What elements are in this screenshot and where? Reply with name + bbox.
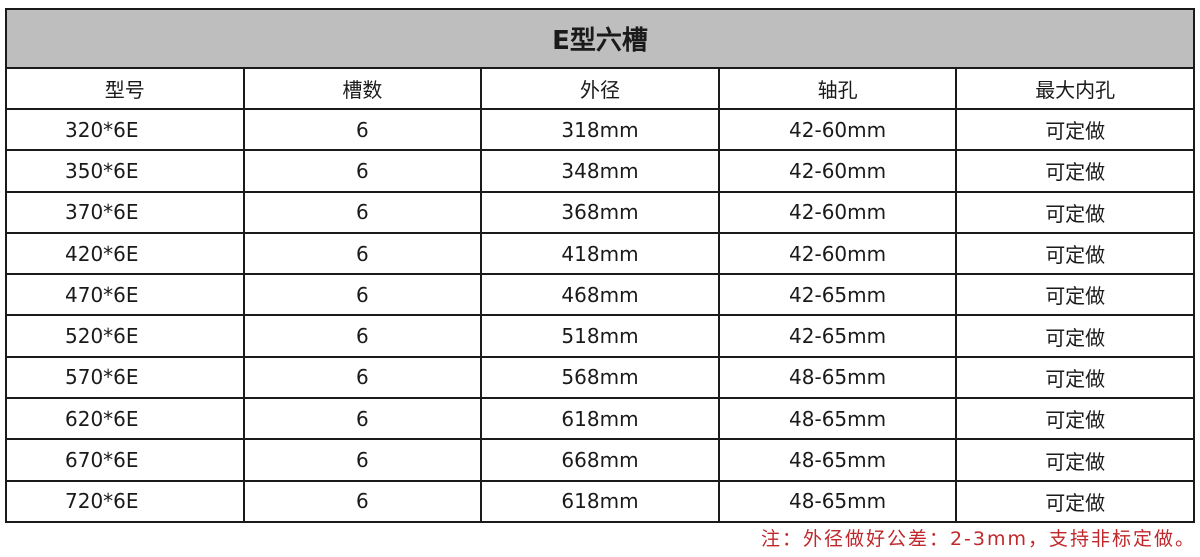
cell-model: 720*6E [5,479,245,523]
cell-outer-diameter: 518mm [480,314,720,358]
table-row: 370*6E 6 368mm 42-60mm 可定做 [5,190,1195,234]
header-model: 型号 [5,67,245,110]
cell-max-bore: 可定做 [955,231,1195,276]
cell-max-bore: 可定做 [955,355,1195,400]
cell-shaft-hole: 42-65mm [717,273,958,317]
table-row: 570*6E 6 568mm 48-65mm 可定做 [5,355,1195,400]
cell-model: 670*6E [5,438,245,482]
cell-groove-count: 6 [242,273,483,317]
cell-shaft-hole: 48-65mm [717,355,958,400]
table-row: 670*6E 6 668mm 48-65mm 可定做 [5,438,1195,482]
cell-groove-count: 6 [242,190,483,234]
cell-shaft-hole: 42-60mm [717,149,958,193]
cell-max-bore: 可定做 [955,479,1195,523]
cell-model: 470*6E [5,273,245,317]
cell-groove-count: 6 [242,149,483,193]
cell-max-bore: 可定做 [955,149,1195,193]
cell-max-bore: 可定做 [955,314,1195,358]
cell-groove-count: 6 [242,314,483,358]
cell-outer-diameter: 468mm [480,273,720,317]
tolerance-note: 注：外径做好公差：2-3mm，支持非标定做。 [760,528,1196,550]
cell-outer-diameter: 368mm [480,190,720,234]
table-row: 520*6E 6 518mm 42-65mm 可定做 [5,314,1195,358]
cell-shaft-hole: 42-60mm [717,107,958,152]
cell-groove-count: 6 [242,107,483,152]
cell-max-bore: 可定做 [955,107,1195,152]
cell-model: 370*6E [5,190,245,234]
table-row: 470*6E 6 468mm 42-65mm 可定做 [5,273,1195,317]
cell-max-bore: 可定做 [955,397,1195,441]
cell-shaft-hole: 42-60mm [717,190,958,234]
cell-outer-diameter: 618mm [480,397,720,441]
header-outer-diameter: 外径 [480,67,720,110]
cell-shaft-hole: 48-65mm [717,397,958,441]
cell-max-bore: 可定做 [955,190,1195,234]
cell-outer-diameter: 318mm [480,107,720,152]
cell-max-bore: 可定做 [955,438,1195,482]
cell-shaft-hole: 42-65mm [717,314,958,358]
cell-outer-diameter: 418mm [480,231,720,276]
cell-model: 520*6E [5,314,245,358]
cell-groove-count: 6 [242,231,483,276]
cell-model: 320*6E [5,107,245,152]
header-groove-count: 槽数 [242,67,483,110]
cell-outer-diameter: 568mm [480,355,720,400]
table-row: 320*6E 6 318mm 42-60mm 可定做 [5,107,1195,152]
table-row: 350*6E 6 348mm 42-60mm 可定做 [5,149,1195,193]
cell-model: 420*6E [5,231,245,276]
cell-groove-count: 6 [242,355,483,400]
table-row: 720*6E 6 618mm 48-65mm 可定做 [5,479,1195,523]
header-row: 型号 槽数 外径 轴孔 最大内孔 [5,67,1195,110]
cell-model: 350*6E [5,149,245,193]
table-title: E型六槽 [5,8,1195,69]
cell-outer-diameter: 668mm [480,438,720,482]
cell-max-bore: 可定做 [955,273,1195,317]
cell-shaft-hole: 48-65mm [717,479,958,523]
table-row: 620*6E 6 618mm 48-65mm 可定做 [5,397,1195,441]
cell-outer-diameter: 618mm [480,479,720,523]
title-row: E型六槽 [5,8,1195,69]
cell-outer-diameter: 348mm [480,149,720,193]
cell-groove-count: 6 [242,479,483,523]
cell-shaft-hole: 42-60mm [717,231,958,276]
cell-model: 570*6E [5,355,245,400]
cell-groove-count: 6 [242,397,483,441]
header-max-bore: 最大内孔 [955,67,1195,110]
spec-table: E型六槽 型号 槽数 外径 轴孔 最大内孔 320*6E 6 318mm 42-60m… [5,8,1195,523]
header-shaft-hole: 轴孔 [717,67,958,110]
table-row: 420*6E 6 418mm 42-60mm 可定做 [5,231,1195,276]
cell-groove-count: 6 [242,438,483,482]
cell-model: 620*6E [5,397,245,441]
cell-shaft-hole: 48-65mm [717,438,958,482]
